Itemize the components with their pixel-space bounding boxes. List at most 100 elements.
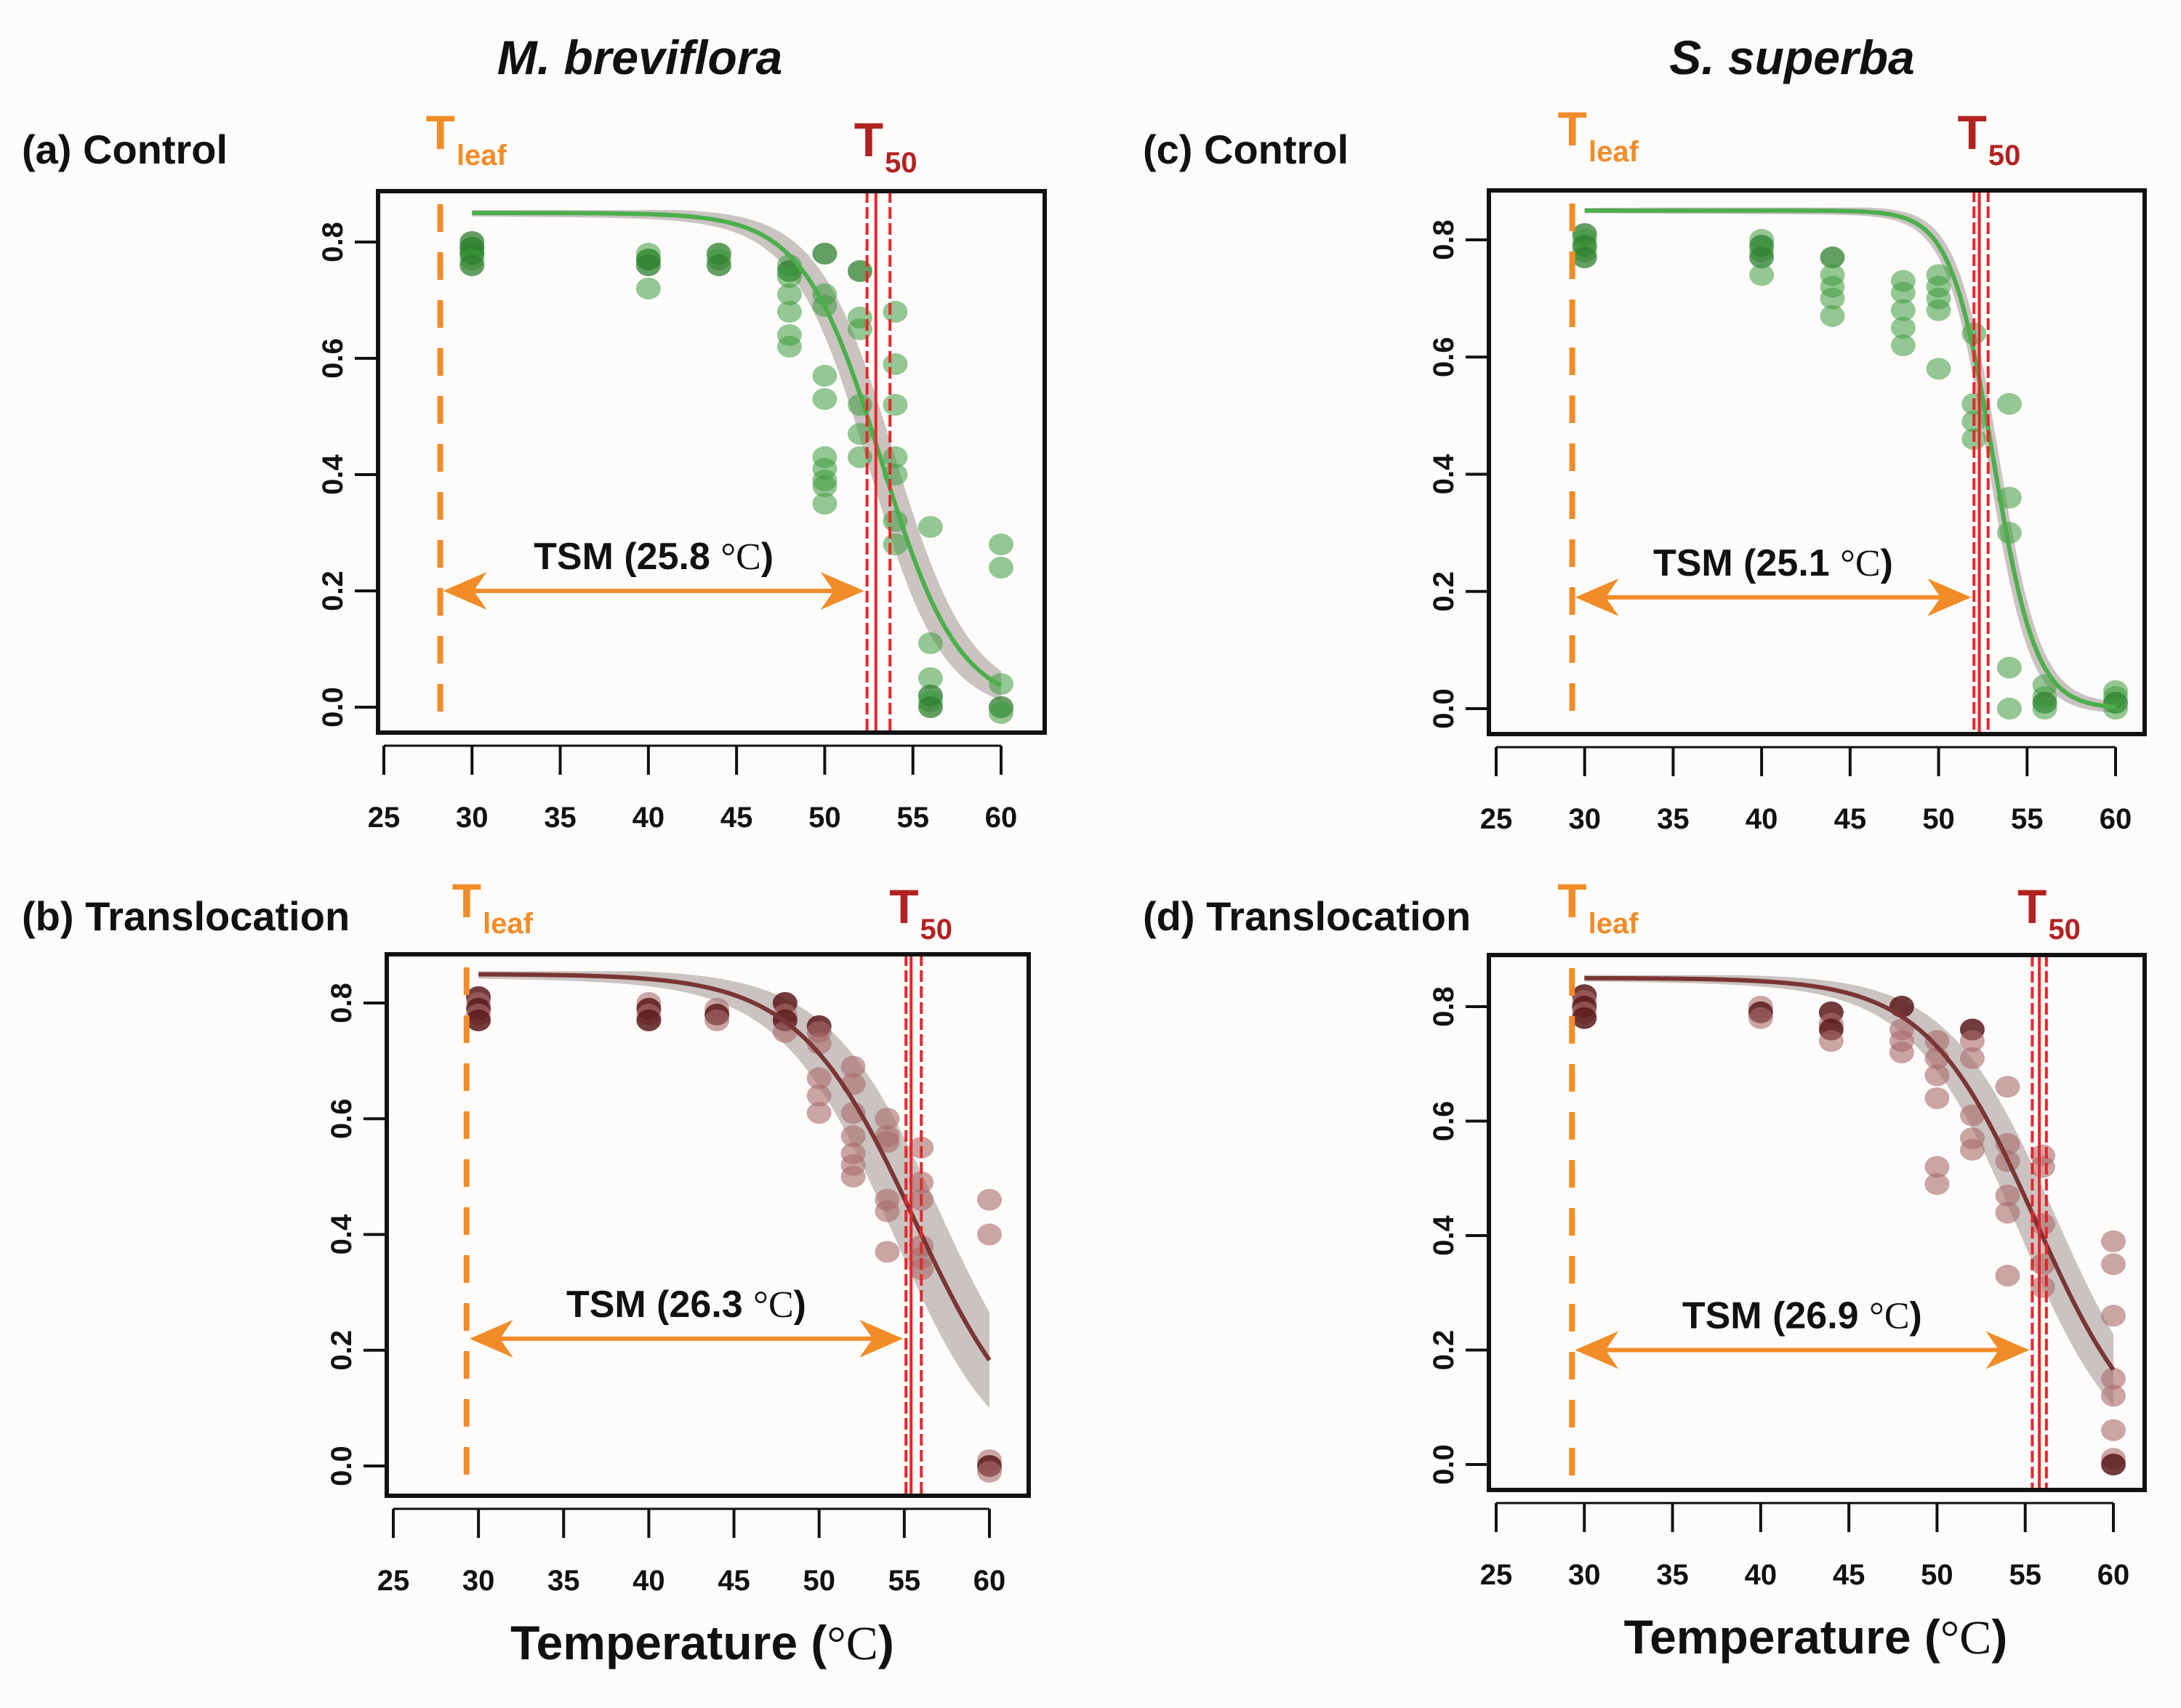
data-point <box>875 1200 900 1222</box>
data-point <box>1889 1042 1914 1063</box>
x-tick-label: 25 <box>1480 1559 1513 1591</box>
data-point <box>1924 1173 1950 1196</box>
t50-label: T50 <box>889 879 952 946</box>
data-point <box>2032 698 2057 720</box>
data-point <box>776 266 802 288</box>
data-point <box>635 254 661 276</box>
data-point <box>2101 1454 2126 1475</box>
data-point <box>840 1165 866 1188</box>
y-tick-label: 0.6 <box>1428 1101 1460 1142</box>
data-point <box>977 1460 1002 1483</box>
x-tick-label: 60 <box>973 1565 1006 1597</box>
data-point <box>812 388 838 410</box>
tsm-label: TSM (25.1 °C) <box>1653 542 1893 584</box>
y-tick-label: 0.8 <box>317 222 349 262</box>
data-point <box>1924 1030 1950 1052</box>
fitted-curve <box>1584 975 2116 1371</box>
data-point <box>989 557 1013 579</box>
x-tick-label: 55 <box>896 802 929 834</box>
confidence-band <box>1584 975 2113 1406</box>
t50-label: T50 <box>1958 105 2021 172</box>
y-tick-label: 0.0 <box>317 687 349 728</box>
data-point <box>847 318 872 340</box>
panel-label-a: (a) Control <box>22 126 228 172</box>
x-tick-label: 50 <box>808 802 841 834</box>
y-tick-label: 0.2 <box>317 571 349 611</box>
x-tick-label: 35 <box>1656 1559 1689 1591</box>
data-point <box>1959 1047 1985 1069</box>
data-point <box>2101 1385 2126 1407</box>
panel-label-b: (b) Translocation <box>22 893 350 939</box>
data-point <box>1749 246 1775 269</box>
x-tick-label: 60 <box>2100 803 2132 835</box>
x-tick-label: 40 <box>1746 803 1778 835</box>
tsm-arrow-right-head <box>1927 578 1972 616</box>
data-point <box>1959 1138 1985 1161</box>
data-point <box>977 1188 1002 1211</box>
data-point <box>2101 1253 2126 1276</box>
data-point <box>2030 1156 2055 1178</box>
data-point <box>806 1102 832 1124</box>
x-tick-label: 25 <box>368 802 401 834</box>
data-point <box>704 1009 730 1031</box>
data-point <box>840 1055 866 1078</box>
data-point <box>1959 1030 1985 1052</box>
data-point <box>1924 1156 1950 1178</box>
data-point <box>1749 264 1775 286</box>
data-point <box>1890 316 1916 339</box>
data-point <box>776 301 802 323</box>
data-point <box>875 1241 900 1263</box>
confidence-band <box>472 210 1001 701</box>
t50-label: T50 <box>2017 879 2081 946</box>
confidence-band <box>1584 207 2116 713</box>
data-point <box>459 254 485 276</box>
data-point <box>1890 299 1916 321</box>
data-point <box>1572 246 1597 269</box>
data-point <box>636 1009 662 1031</box>
data-point <box>1996 392 2022 415</box>
x-tick-label: 30 <box>462 1565 495 1597</box>
data-point <box>812 243 838 265</box>
y-tick-label: 0.4 <box>326 1214 358 1254</box>
data-point <box>1995 1076 2020 1098</box>
panel-label-c: (c) Control <box>1143 126 1349 172</box>
data-point <box>806 1067 832 1089</box>
tsm-arrow-right-head <box>820 572 864 610</box>
y-tick-label: 0.6 <box>317 338 349 379</box>
data-point <box>1995 1184 2020 1207</box>
x-tick-label: 30 <box>456 802 489 834</box>
data-point <box>1996 486 2022 509</box>
x-tick-label: 25 <box>1480 803 1513 835</box>
data-point <box>706 254 731 276</box>
panel-label-d: (d) Translocation <box>1143 893 1471 939</box>
y-tick-label: 0.2 <box>1428 1330 1460 1371</box>
data-point <box>2103 698 2128 720</box>
x-tick-label: 50 <box>1922 803 1955 835</box>
y-tick-label: 0.6 <box>326 1098 358 1139</box>
x-tick-label: 55 <box>888 1565 921 1597</box>
plot-frame <box>1487 188 2147 736</box>
tsm-arrow-left-head <box>469 1319 513 1358</box>
tsm-label: TSM (26.9 °C) <box>1682 1295 1922 1337</box>
x-tick-label: 60 <box>985 802 1018 834</box>
data-point <box>917 516 943 538</box>
tsm-arrow-left-head <box>1575 578 1619 616</box>
data-point <box>776 336 802 358</box>
t50-label: T50 <box>854 113 917 179</box>
x-tick-label: 40 <box>632 802 665 834</box>
panel-d: (d) Translocation Tleaf T50 TSM (26.9 °C) 0.… <box>1143 874 2147 1664</box>
data-point <box>2101 1305 2126 1327</box>
y-tick-label: 0.8 <box>326 983 358 1023</box>
data-point <box>1890 281 1916 304</box>
x-axis-title: Temperature (°C) <box>1624 1610 2008 1664</box>
data-point <box>812 365 838 387</box>
data-point <box>1572 1007 1597 1029</box>
tleaf-label: Tleaf <box>1558 102 1639 168</box>
x-tick-label: 30 <box>1568 803 1601 835</box>
data-point <box>1748 1007 1773 1029</box>
x-tick-label: 60 <box>2097 1559 2130 1591</box>
data-point <box>1996 656 2022 679</box>
tleaf-label: Tleaf <box>426 105 507 172</box>
data-point <box>1890 334 1916 357</box>
data-point <box>2101 1419 2126 1441</box>
